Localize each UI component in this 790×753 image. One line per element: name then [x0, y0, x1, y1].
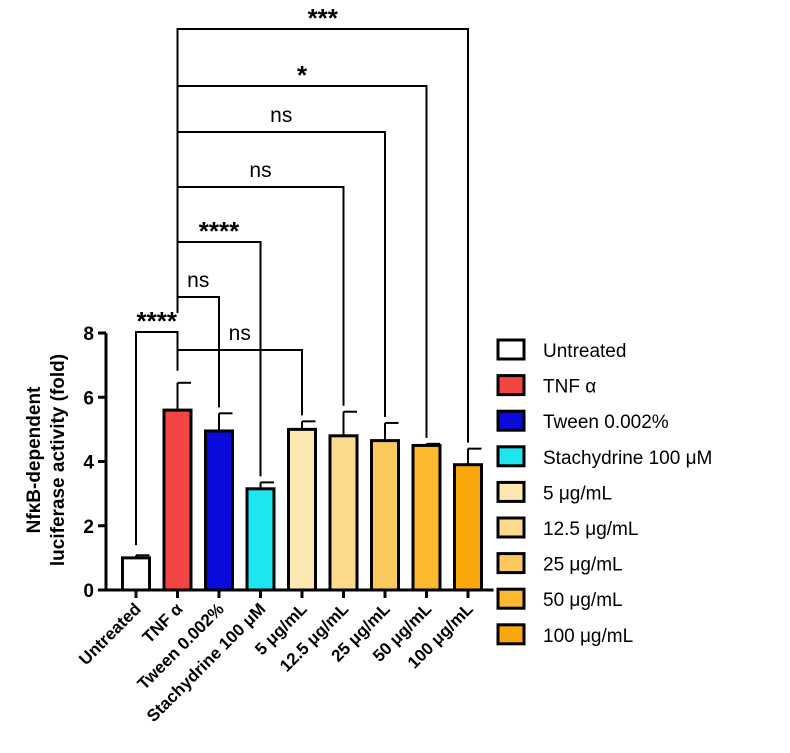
legend-swatch — [496, 409, 526, 432]
bar — [204, 429, 234, 592]
y-axis-label-line-1: NfκB-dependent — [24, 386, 45, 533]
significance-bracket — [176, 28, 469, 443]
legend-swatch — [496, 552, 526, 575]
bar — [287, 427, 317, 592]
legend-label: 50 μg/mL — [543, 590, 623, 611]
significance-label: ns — [229, 322, 251, 345]
legend-swatch — [496, 516, 526, 539]
y-tick-label: 2 — [83, 517, 94, 538]
y-tick-label: 8 — [83, 324, 94, 345]
bar — [328, 434, 359, 592]
legend: Untreated TNF α Tween 0.002% Stachydrine 10… — [496, 338, 712, 647]
significance-label: ns — [270, 104, 292, 127]
significance-label: *** — [308, 3, 339, 33]
significance-label: * — [297, 60, 308, 90]
legend-swatch — [496, 480, 526, 503]
significance-label: ns — [187, 269, 209, 292]
legend-swatch — [496, 587, 526, 610]
significance-label: **** — [137, 306, 178, 336]
legend-label: Tween 0.002% — [543, 412, 669, 433]
legend-label: Untreated — [543, 341, 626, 362]
legend-swatch — [496, 338, 526, 361]
significance-label: **** — [199, 216, 240, 246]
legend-label: TNF α — [543, 377, 596, 398]
legend-label: 100 μg/mL — [543, 626, 633, 647]
significance-bracket — [176, 296, 220, 408]
y-tick-label: 4 — [83, 453, 94, 474]
bar — [245, 487, 276, 592]
bars — [121, 381, 483, 592]
bar — [370, 439, 400, 592]
bar — [162, 408, 193, 592]
legend-swatch — [496, 623, 526, 646]
bar — [411, 443, 442, 592]
y-tick-label: 6 — [83, 388, 94, 409]
legend-label: 5 μg/mL — [543, 483, 612, 504]
y-axis-label-line-2: luciferase activity (fold) — [48, 354, 69, 566]
y-tick-label: 0 — [83, 581, 94, 602]
legend-label: Stachydrine 100 μM — [543, 448, 712, 469]
legend-swatch — [496, 374, 526, 397]
y-axis-label: NfκB-dependent luciferase activity (fold… — [24, 354, 69, 566]
legend-label: 12.5 μg/mL — [543, 519, 638, 540]
legend-label: 25 μg/mL — [543, 555, 623, 576]
bar — [121, 556, 151, 592]
bar — [453, 463, 483, 592]
legend-swatch — [496, 445, 526, 468]
significance-bracket — [176, 349, 303, 416]
significance-label: ns — [249, 159, 271, 182]
x-tick-label: Untreated — [75, 599, 145, 669]
